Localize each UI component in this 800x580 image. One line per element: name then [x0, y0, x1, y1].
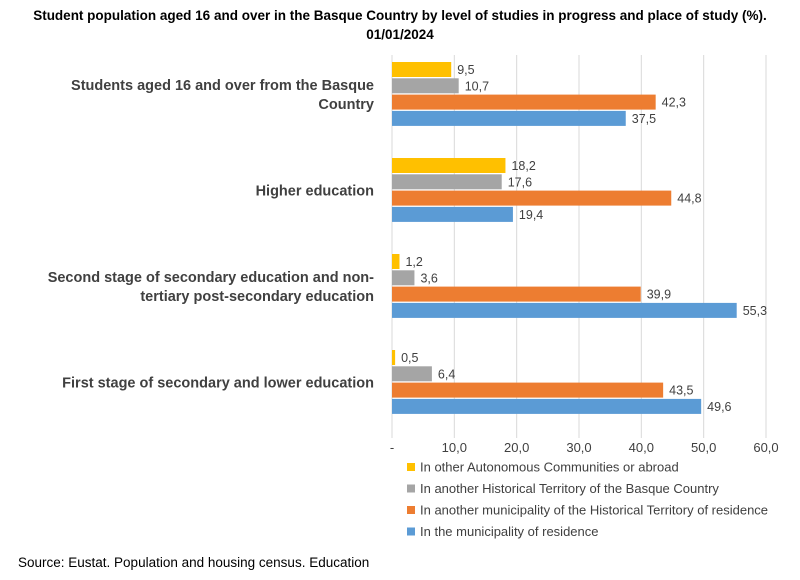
data-label: 0,5 [401, 351, 418, 365]
category-label: Country [318, 97, 374, 113]
legend-swatch [407, 527, 415, 536]
x-tick-label: 40,0 [629, 440, 654, 455]
data-label: 17,6 [508, 175, 532, 189]
data-label: 43,5 [669, 384, 693, 398]
data-label: 44,8 [677, 192, 701, 206]
chart-title-line: Student population aged 16 and over in t… [33, 8, 767, 23]
legend-swatch [407, 463, 415, 471]
data-label: 37,5 [632, 112, 656, 126]
data-label: 3,6 [420, 271, 437, 285]
bar [392, 174, 502, 190]
bar [392, 190, 672, 206]
legend-entry: In the municipality of residence [420, 524, 598, 539]
data-label: 39,9 [647, 288, 671, 302]
data-label: 1,2 [405, 255, 422, 269]
data-label: 49,6 [707, 400, 731, 414]
bar [392, 110, 626, 126]
data-label: 10,7 [465, 79, 489, 93]
x-tick-label: - [390, 440, 394, 455]
legend-swatch [407, 484, 415, 493]
data-label: 18,2 [511, 159, 535, 173]
category-label: First stage of secondary and lower educa… [62, 376, 374, 392]
data-label: 19,4 [519, 208, 543, 222]
legend-entry: In other Autonomous Communities or abroa… [420, 460, 679, 475]
chart-title: Student population aged 16 and over in t… [0, 6, 800, 44]
chart-title-line: 01/01/2024 [366, 27, 434, 42]
x-tick-label: 20,0 [504, 440, 529, 455]
data-label: 6,4 [438, 367, 455, 381]
bar [392, 286, 641, 302]
data-label: 55,3 [743, 304, 767, 318]
legend-entry: In another municipality of the Historica… [420, 503, 768, 518]
bar [392, 366, 432, 382]
x-tick-label: 50,0 [691, 440, 716, 455]
bar [392, 62, 452, 77]
category-label: tertiary post-secondary education [140, 289, 374, 305]
bar [392, 270, 415, 286]
x-tick-label: 10,0 [442, 440, 467, 455]
data-label: 9,5 [457, 63, 474, 77]
x-tick-label: 60,0 [753, 440, 778, 455]
bar [392, 94, 656, 110]
category-label: Second stage of secondary education and … [48, 270, 374, 286]
data-label: 42,3 [662, 96, 686, 110]
legend-swatch [407, 506, 415, 514]
bar [392, 78, 459, 94]
category-label: Students aged 16 and over from the Basqu… [71, 78, 374, 94]
bar [392, 350, 396, 365]
bar [392, 206, 513, 222]
bar [392, 398, 702, 414]
bar [392, 382, 664, 398]
x-tick-label: 30,0 [566, 440, 591, 455]
category-label: Higher education [256, 184, 374, 200]
legend-entry: In another Historical Territory of the B… [420, 481, 719, 496]
bar [392, 254, 400, 269]
bar [392, 158, 506, 173]
bar [392, 302, 737, 318]
source-note: Source: Eustat. Population and housing c… [18, 555, 370, 570]
